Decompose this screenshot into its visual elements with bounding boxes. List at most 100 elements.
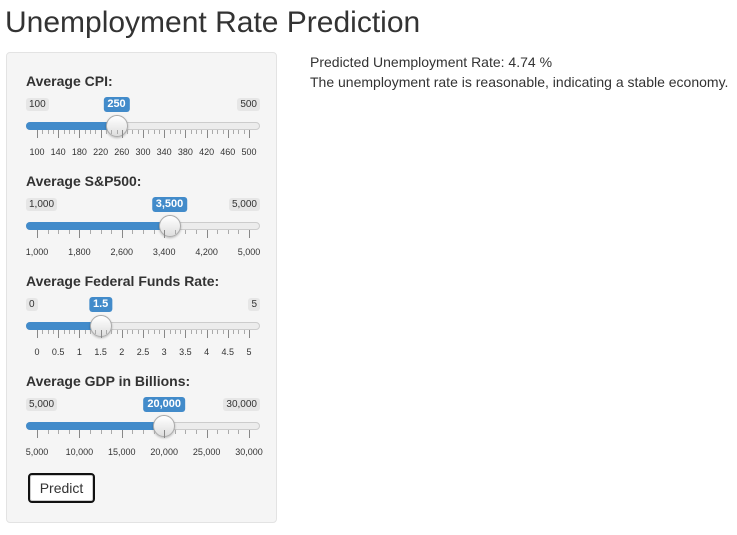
slider-minor-tick bbox=[105, 330, 107, 334]
gdp-slider-max: 30,000 bbox=[223, 398, 260, 411]
slider-minor-tick bbox=[63, 130, 65, 134]
fed-funds-slider-value: 1.5 bbox=[88, 297, 113, 312]
slider-minor-tick bbox=[148, 130, 150, 134]
slider-tick-label: 220 bbox=[93, 147, 109, 157]
slider-major-tick bbox=[249, 130, 250, 138]
slider-minor-tick bbox=[111, 430, 113, 434]
slider-minor-tick bbox=[153, 430, 155, 434]
slider-major-tick bbox=[79, 330, 81, 338]
slider-major-tick bbox=[58, 330, 60, 338]
fed-funds-slider-fill bbox=[26, 322, 101, 330]
slider-minor-tick bbox=[190, 330, 192, 334]
slider-minor-tick bbox=[132, 130, 134, 134]
slider-minor-tick bbox=[63, 330, 65, 334]
slider-minor-tick bbox=[238, 430, 240, 434]
slider-tick-label: 100 bbox=[29, 147, 45, 157]
slider-tick-label: 1,000 bbox=[25, 247, 49, 257]
predicted-rate-text: Predicted Unemployment Rate: 4.74 % bbox=[310, 54, 553, 70]
slider-minor-tick bbox=[169, 330, 171, 334]
slider-minor-tick bbox=[227, 430, 229, 434]
slider-minor-tick bbox=[222, 130, 224, 134]
assessment-text: The unemployment rate is reasonable, ind… bbox=[310, 74, 729, 90]
slider-minor-tick bbox=[143, 230, 144, 234]
slider-tick-label: 140 bbox=[50, 147, 66, 157]
slider-minor-tick bbox=[52, 330, 54, 334]
cpi-slider-min: 100 bbox=[26, 98, 49, 111]
slider-major-tick bbox=[249, 230, 250, 238]
slider-minor-tick bbox=[68, 130, 70, 134]
slider-minor-tick bbox=[47, 430, 49, 434]
slider-major-tick bbox=[143, 330, 144, 338]
slider-tick-label: 3,400 bbox=[152, 247, 176, 257]
slider-minor-tick bbox=[238, 130, 240, 134]
slider-minor-tick bbox=[185, 230, 187, 234]
slider-major-tick bbox=[121, 430, 123, 438]
slider-tick-label: 0.5 bbox=[51, 347, 65, 357]
slider-minor-tick bbox=[217, 230, 219, 234]
slider-minor-tick bbox=[111, 130, 113, 134]
slider-tick-label: 10,000 bbox=[65, 447, 94, 457]
slider-minor-tick bbox=[174, 230, 176, 234]
slider-tick-label: 340 bbox=[156, 147, 172, 157]
slider-major-tick bbox=[79, 230, 81, 238]
slider-minor-tick bbox=[196, 230, 197, 234]
slider-major-tick bbox=[249, 330, 250, 338]
slider-tick-label: 4.5 bbox=[221, 347, 235, 357]
slider-major-tick bbox=[206, 430, 208, 438]
slider-minor-tick bbox=[95, 130, 97, 134]
slider-tick-label: 1.5 bbox=[94, 347, 107, 357]
fed-funds-slider-min: 0 bbox=[26, 298, 38, 311]
slider-minor-tick bbox=[153, 330, 155, 334]
slider-tick-label: 500 bbox=[241, 147, 257, 157]
slider-minor-tick bbox=[233, 130, 235, 134]
slider-minor-tick bbox=[47, 130, 49, 134]
slider-tick-label: 380 bbox=[177, 147, 193, 157]
slider-tick-label: 20,000 bbox=[150, 447, 178, 457]
sp500-slider-fill bbox=[26, 222, 170, 230]
slider-minor-tick bbox=[47, 330, 49, 334]
slider-tick-label: 15,000 bbox=[108, 447, 136, 457]
slider-tick-label: 5 bbox=[246, 347, 252, 357]
prediction-output: Predicted Unemployment Rate: 4.74 % The … bbox=[310, 52, 728, 92]
slider-tick-label: 2,600 bbox=[110, 247, 134, 257]
slider-major-tick bbox=[37, 330, 38, 338]
slider-minor-tick bbox=[217, 430, 219, 434]
slider-tick-label: 1,800 bbox=[68, 247, 91, 257]
predict-button[interactable]: Predict bbox=[28, 473, 95, 503]
slider-major-tick bbox=[206, 330, 208, 338]
slider-minor-tick bbox=[137, 330, 139, 334]
slider-minor-tick bbox=[238, 330, 240, 334]
slider-minor-tick bbox=[74, 130, 76, 134]
slider-tick-label: 4 bbox=[204, 347, 210, 357]
slider-major-tick bbox=[79, 430, 81, 438]
slider-minor-tick bbox=[243, 130, 245, 134]
slider-major-tick bbox=[164, 230, 166, 238]
slider-minor-tick bbox=[137, 130, 139, 134]
cpi-slider-max: 500 bbox=[237, 98, 260, 111]
slider-minor-tick bbox=[180, 130, 182, 134]
slider-major-tick bbox=[37, 130, 38, 138]
slider-minor-tick bbox=[105, 130, 107, 134]
sp500-slider-min: 1,000 bbox=[26, 198, 58, 211]
slider-tick-label: 25,000 bbox=[192, 447, 221, 457]
slider-minor-tick bbox=[90, 230, 91, 234]
slider-major-tick bbox=[100, 330, 102, 338]
slider-tick-label: 420 bbox=[199, 147, 215, 157]
slider-minor-tick bbox=[116, 330, 118, 334]
slider-minor-tick bbox=[143, 430, 144, 434]
slider-major-tick bbox=[164, 130, 166, 138]
slider-major-tick bbox=[164, 330, 166, 338]
slider-major-tick bbox=[227, 330, 229, 338]
slider-minor-tick bbox=[58, 430, 60, 434]
slider-minor-tick bbox=[58, 230, 60, 234]
slider-minor-tick bbox=[68, 230, 70, 234]
slider-minor-tick bbox=[238, 230, 240, 234]
slider-major-tick bbox=[249, 430, 250, 438]
slider-minor-tick bbox=[111, 230, 113, 234]
slider-minor-tick bbox=[148, 330, 150, 334]
slider-major-tick bbox=[58, 130, 60, 138]
slider-minor-tick bbox=[174, 130, 176, 134]
sp500-slider-value: 3,500 bbox=[151, 197, 188, 212]
slider-tick-label: 0 bbox=[34, 347, 40, 357]
slider-minor-tick bbox=[169, 130, 171, 134]
